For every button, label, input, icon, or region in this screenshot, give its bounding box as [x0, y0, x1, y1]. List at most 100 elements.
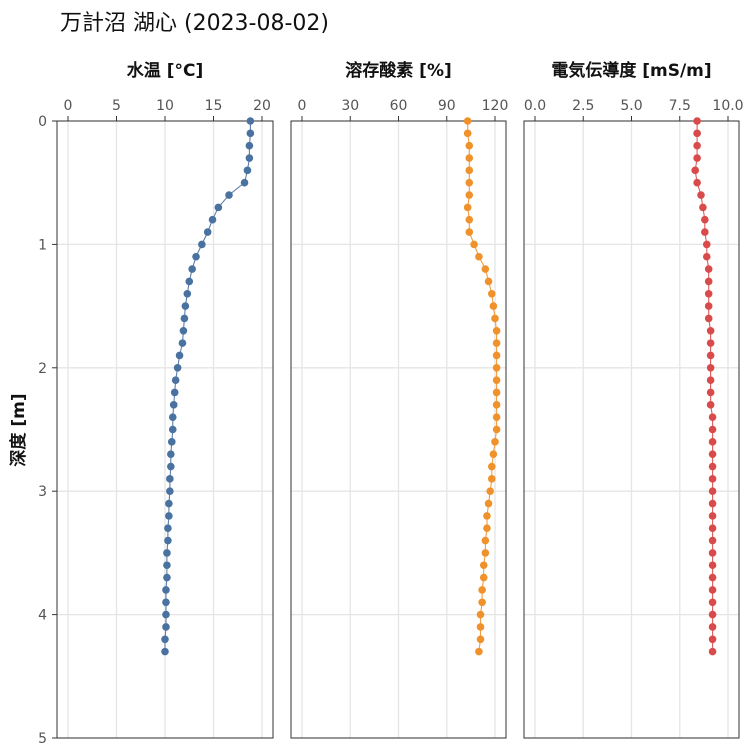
data-point [465, 215, 474, 224]
y-tick-label: 4 [38, 608, 47, 624]
x-tick-label: 2.5 [572, 98, 594, 114]
x-tick-label: 20 [253, 98, 271, 114]
data-point [487, 289, 496, 298]
data-point [708, 524, 717, 533]
data-point [179, 326, 188, 335]
data-point [704, 302, 713, 310]
data-point [483, 512, 491, 520]
data-point [192, 252, 200, 261]
data-point [463, 129, 472, 138]
data-point [465, 141, 474, 150]
y-axis-title: 深度 [m] [8, 393, 29, 466]
data-point [702, 240, 711, 249]
data-point [481, 265, 490, 273]
data-point [164, 524, 172, 533]
data-point [167, 462, 175, 471]
data-point [708, 487, 717, 496]
x-tick-label: 0 [64, 98, 73, 114]
data-point [181, 302, 190, 310]
y-tick-label: 1 [38, 237, 47, 253]
panel-3: 0.0 2.5 5.0 7.5 10.0 電気伝導度 [mS/m] [523, 60, 744, 739]
data-point [475, 252, 483, 261]
data-point [166, 487, 174, 496]
data-point [693, 178, 701, 187]
data-point [708, 425, 717, 434]
data-point [198, 240, 206, 249]
data-point [203, 228, 212, 236]
data-point [492, 401, 501, 409]
data-point [706, 401, 715, 409]
data-point [162, 586, 170, 594]
data-point [706, 388, 715, 397]
data-point [171, 376, 180, 384]
y-tick-label: 0 [38, 114, 47, 130]
data-point [704, 314, 713, 323]
data-point [483, 524, 491, 533]
data-point [166, 475, 174, 483]
data-point [708, 462, 717, 471]
x-tick-label: 0 [298, 98, 307, 114]
data-point [708, 561, 717, 570]
data-point [214, 203, 223, 212]
data-point [167, 450, 175, 458]
data-point [163, 573, 171, 582]
data-point [173, 364, 182, 372]
data-point [708, 573, 717, 582]
x-tick-label: 15 [205, 98, 223, 114]
panel-1: 0 5 10 15 20 水温 [°C] [56, 60, 274, 739]
data-point [180, 314, 189, 323]
x-tick-label: 60 [390, 98, 408, 114]
data-point [486, 487, 494, 496]
y-tick-label: 5 [38, 731, 47, 747]
data-point [246, 117, 255, 125]
data-point [492, 339, 501, 347]
y-tick-label: 2 [38, 361, 47, 377]
data-point [175, 351, 184, 360]
data-point [476, 623, 485, 631]
data-point [693, 154, 701, 162]
series-line [164, 121, 251, 652]
data-point [704, 265, 713, 273]
data-point [465, 191, 474, 199]
data-point [708, 635, 717, 644]
data-point [492, 351, 501, 360]
data-point [708, 647, 717, 656]
data-point [706, 339, 715, 347]
data-point [161, 647, 169, 656]
chart-title: 万計沼 湖心 (2023-08-02) [60, 11, 329, 36]
data-point [492, 326, 501, 335]
data-point [708, 450, 717, 458]
data-point [693, 117, 701, 125]
data-point [706, 364, 715, 372]
data-point [484, 277, 493, 286]
series-line [467, 121, 498, 652]
data-point [476, 635, 485, 644]
data-point [693, 141, 701, 150]
data-point [162, 610, 170, 619]
data-point [492, 388, 501, 397]
panel-border [56, 120, 274, 739]
data-point [185, 277, 194, 286]
data-point [699, 203, 707, 212]
data-point [492, 376, 501, 384]
x-tick-label: 90 [438, 98, 456, 114]
data-point [478, 598, 486, 607]
data-point [702, 252, 711, 261]
data-point [704, 289, 713, 298]
data-point [243, 166, 252, 175]
data-point [478, 586, 486, 594]
data-point [708, 623, 717, 631]
x-tick-label: 5 [112, 98, 121, 114]
data-point [701, 215, 709, 224]
data-point [165, 512, 173, 520]
data-point [708, 536, 717, 545]
data-point [246, 129, 255, 138]
panel-title: 溶存酸素 [%] [345, 60, 452, 81]
data-point [465, 166, 474, 175]
data-point [168, 425, 177, 434]
data-point [465, 178, 474, 187]
data-point [240, 178, 249, 187]
data-point [487, 462, 496, 471]
data-point [708, 598, 717, 607]
data-point [463, 117, 472, 125]
